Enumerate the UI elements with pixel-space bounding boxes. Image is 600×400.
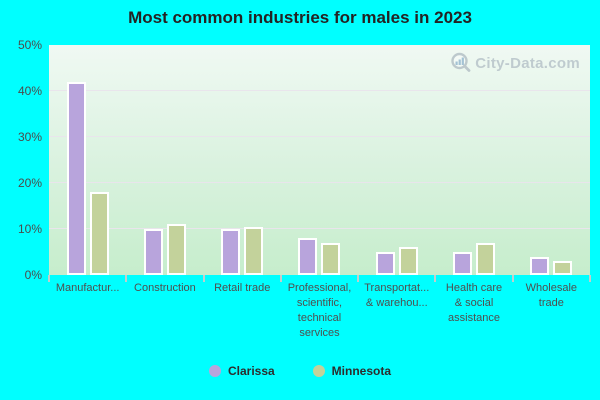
x-category-label: Manufactur... xyxy=(49,281,126,341)
bar-minnesota-3 xyxy=(321,242,341,275)
bar-minnesota-5 xyxy=(476,242,496,275)
gridline xyxy=(49,228,590,229)
x-boundary-tick xyxy=(589,275,591,282)
x-category-label-line: technical xyxy=(297,312,342,324)
bar-clarissa-6 xyxy=(530,256,550,275)
bar-group xyxy=(204,45,281,275)
bar-group xyxy=(435,45,512,275)
bar-minnesota-4 xyxy=(398,247,418,275)
y-tick-label: 50% xyxy=(17,38,42,52)
x-boundary-tick xyxy=(279,275,282,282)
bar-clarissa-3 xyxy=(298,238,318,275)
bar-group xyxy=(281,45,358,275)
legend: Clarissa Minnesota xyxy=(0,364,600,378)
legend-dot xyxy=(208,365,221,377)
x-category-label-line: assistance xyxy=(448,312,501,324)
x-category-label-line: Transportat... xyxy=(364,282,430,294)
plot-area: City-Data.com xyxy=(49,45,590,275)
watermark-text: City-Data.com xyxy=(475,54,580,72)
y-tick-label: 0% xyxy=(24,268,42,282)
x-category-label: Retail trade xyxy=(204,281,281,341)
bar-minnesota-1 xyxy=(166,224,186,275)
x-category-label-line: & social xyxy=(454,297,494,309)
x-category-label-line: services xyxy=(299,327,340,339)
x-axis: Manufactur... Construction Retail trade Pro… xyxy=(49,281,590,341)
y-tick-label: 30% xyxy=(17,130,42,144)
y-tick-label: 40% xyxy=(17,84,42,98)
x-boundary-tick xyxy=(434,275,437,282)
x-category-label: Wholesale trade xyxy=(513,281,590,341)
bar-group xyxy=(126,45,203,275)
x-axis-ticks xyxy=(48,275,591,282)
x-boundary-tick xyxy=(125,275,128,282)
x-category-label: Transportat... & warehou... xyxy=(358,281,435,341)
x-category-label-line: scientific, xyxy=(296,297,343,309)
gridline xyxy=(49,182,590,183)
x-category-label: Health care & social assistance xyxy=(435,281,512,341)
bar-group xyxy=(358,45,435,275)
bar-minnesota-2 xyxy=(244,226,264,275)
legend-item-clarissa: Clarissa xyxy=(208,364,275,378)
bar-clarissa-4 xyxy=(375,252,395,275)
x-category-label: Construction xyxy=(126,281,203,341)
legend-label: Clarissa xyxy=(227,364,275,378)
x-boundary-tick xyxy=(511,275,514,282)
bar-group xyxy=(49,45,126,275)
x-category-label-line: Wholesale xyxy=(525,282,577,294)
bar-clarissa-1 xyxy=(143,229,163,275)
legend-label: Minnesota xyxy=(331,364,392,378)
x-category-label-line: Manufactur... xyxy=(55,282,120,294)
y-tick-label: 10% xyxy=(17,222,42,236)
bar-clarissa-2 xyxy=(221,229,241,275)
x-category-label-line: & warehou... xyxy=(365,297,428,309)
magnifier-bars-icon xyxy=(451,52,471,72)
bar-minnesota-6 xyxy=(553,261,573,275)
bar-minnesota-0 xyxy=(89,192,109,275)
x-category-label-line: Professional, xyxy=(287,282,352,294)
x-boundary-tick xyxy=(202,275,205,282)
legend-dot xyxy=(312,365,325,377)
x-category-label-line: Construction xyxy=(134,282,196,294)
chart-title: Most common industries for males in 2023 xyxy=(128,8,472,27)
bar-group xyxy=(513,45,590,275)
x-boundary-tick xyxy=(357,275,360,282)
bar-clarissa-0 xyxy=(66,81,86,275)
watermark: City-Data.com xyxy=(450,52,580,74)
bar-clarissa-5 xyxy=(453,252,473,275)
x-category-label: Professional, scientific, technical service… xyxy=(281,281,358,341)
x-category-label-line: trade xyxy=(538,297,564,309)
gridline xyxy=(49,136,590,137)
gridline xyxy=(49,90,590,91)
legend-item-minnesota: Minnesota xyxy=(312,364,392,378)
x-category-label-line: Retail trade xyxy=(214,282,271,294)
x-category-label-line: Health care xyxy=(445,282,503,294)
y-tick-label: 20% xyxy=(17,176,42,190)
x-boundary-tick xyxy=(48,275,50,282)
